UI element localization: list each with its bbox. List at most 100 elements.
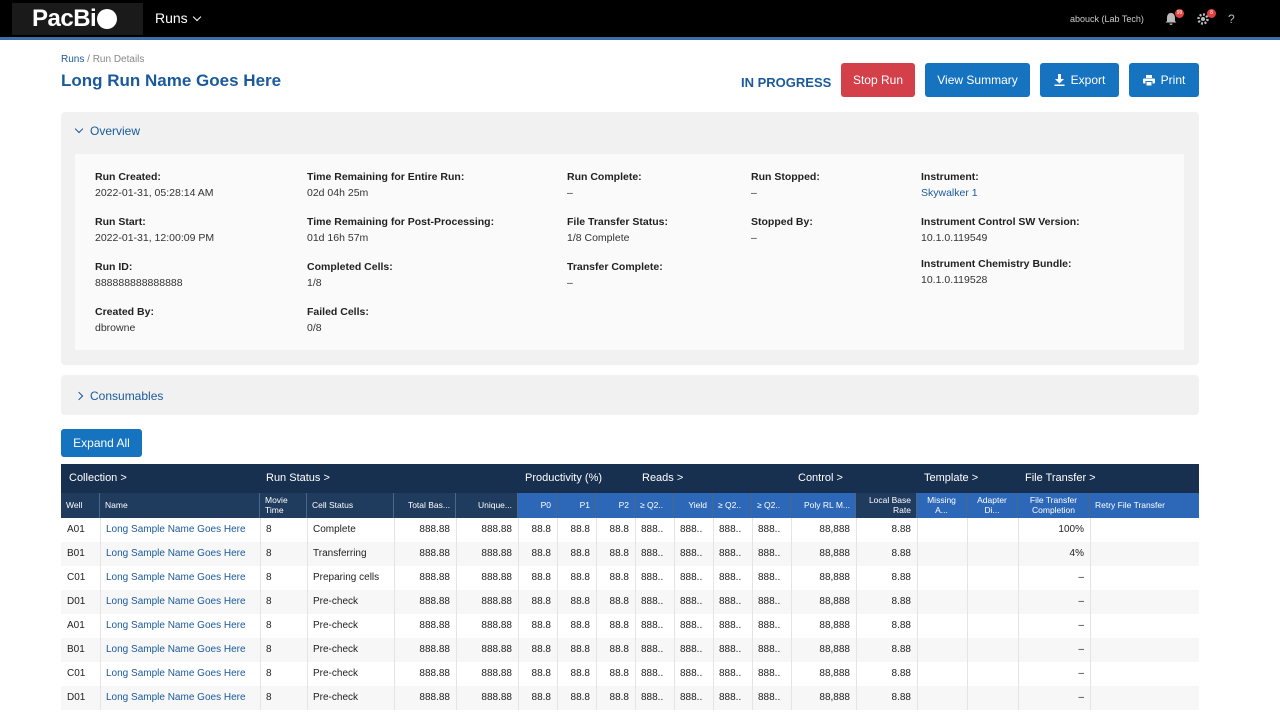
cell-total-bases: 888.88: [419, 572, 450, 583]
stop-run-button[interactable]: Stop Run: [841, 63, 915, 97]
pacbio-logo[interactable]: PacBi: [12, 3, 143, 35]
cell-unique: 888.88: [481, 644, 512, 655]
gear-icon[interactable]: 8: [1196, 9, 1216, 26]
group-template[interactable]: Template >: [924, 472, 979, 484]
group-control[interactable]: Control >: [798, 472, 843, 484]
runs-menu[interactable]: Runs: [155, 10, 201, 26]
cell-adapter-dimer: [967, 590, 1018, 614]
cell-poly-rl: 88,888: [819, 524, 850, 535]
print-button[interactable]: Print: [1129, 63, 1199, 97]
col-name[interactable]: Name: [100, 493, 260, 518]
cell-unique: 888.88: [481, 524, 512, 535]
cell-local-base-rate: 8.88: [891, 668, 911, 679]
group-reads[interactable]: Reads >: [642, 472, 684, 484]
cell-sample-name-link[interactable]: Long Sample Name Goes Here: [106, 644, 246, 655]
group-file-transfer[interactable]: File Transfer >: [1025, 472, 1096, 484]
table-row[interactable]: B01 Long Sample Name Goes Here 8 Pre-check 8…: [61, 638, 1199, 662]
cell-q20-b: 888..: [719, 572, 742, 583]
cell-sample-name-link[interactable]: Long Sample Name Goes Here: [106, 596, 246, 607]
cell-sample-name-link[interactable]: Long Sample Name Goes Here: [106, 620, 246, 631]
column-divider: [456, 542, 457, 566]
user-name[interactable]: abouck (Lab Tech): [1070, 14, 1144, 24]
column-divider: [674, 638, 675, 662]
overview-details: Run Created: 2022-01-31, 05:28:14 AM Run …: [75, 154, 1184, 350]
cell-retry-file-transfer: [1090, 590, 1199, 614]
column-divider: [635, 542, 636, 566]
stopped-by-field: Stopped By: –: [751, 216, 813, 244]
chevron-right-icon: [74, 391, 84, 401]
cell-p1: 88.8: [570, 620, 590, 631]
col-movie-time[interactable]: Movie Time: [260, 493, 307, 518]
bell-icon[interactable]: 99: [1164, 9, 1184, 26]
col-missing-adapter[interactable]: Missing A...: [917, 493, 967, 518]
col-total-bases[interactable]: Total Bas...: [394, 493, 456, 518]
col-p1[interactable]: P1: [557, 493, 596, 518]
cell-file-transfer-completion: –: [1078, 692, 1084, 703]
col-yield[interactable]: Yield: [674, 493, 713, 518]
breadcrumb-runs-link[interactable]: Runs: [61, 54, 85, 65]
cell-q20-c: 888..: [758, 620, 781, 631]
table-row[interactable]: C01 Long Sample Name Goes Here 8 Pre-check 8…: [61, 662, 1199, 686]
cell-local-base-rate: 8.88: [891, 548, 911, 559]
column-divider: [260, 542, 261, 566]
table-row[interactable]: D01 Long Sample Name Goes Here 8 Pre-check 8…: [61, 590, 1199, 614]
column-divider: [856, 686, 857, 710]
col-well[interactable]: Well: [61, 493, 100, 518]
cell-p0: 88.8: [531, 668, 551, 679]
column-divider: [967, 686, 968, 710]
cell-file-transfer-completion: –: [1078, 572, 1084, 583]
run-created-field: Run Created: 2022-01-31, 05:28:14 AM: [95, 171, 214, 199]
col-local-base-rate[interactable]: Local Base Rate: [856, 493, 917, 518]
table-row[interactable]: D01 Long Sample Name Goes Here 8 Pre-check 8…: [61, 686, 1199, 710]
cell-file-transfer-completion: 100%: [1058, 524, 1084, 535]
table-row[interactable]: B01 Long Sample Name Goes Here 8 Transferri…: [61, 542, 1199, 566]
column-divider: [791, 518, 792, 542]
column-divider: [752, 518, 753, 542]
cell-local-base-rate: 8.88: [891, 620, 911, 631]
cell-sample-name-link[interactable]: Long Sample Name Goes Here: [106, 572, 246, 583]
column-divider: [917, 638, 918, 662]
logo-o-mark: [97, 9, 118, 29]
cell-p1: 88.8: [570, 548, 590, 559]
instrument-link[interactable]: Skywalker 1: [921, 187, 978, 199]
help-icon[interactable]: ?: [1228, 12, 1235, 26]
col-q20-a[interactable]: ≥ Q2..: [635, 493, 674, 518]
export-label: Export: [1070, 73, 1106, 87]
group-run-status[interactable]: Run Status >: [266, 472, 330, 484]
column-divider: [752, 542, 753, 566]
table-row[interactable]: C01 Long Sample Name Goes Here 8 Preparing …: [61, 566, 1199, 590]
col-cell-status[interactable]: Cell Status: [307, 493, 394, 518]
col-p0[interactable]: P0: [518, 493, 557, 518]
col-file-transfer-completion[interactable]: File Transfer Completion: [1018, 493, 1090, 518]
table-row[interactable]: A01 Long Sample Name Goes Here 8 Pre-check 8…: [61, 614, 1199, 638]
consumables-toggle[interactable]: Consumables: [74, 389, 163, 403]
cell-retry-file-transfer: [1090, 638, 1199, 662]
table-row[interactable]: A01 Long Sample Name Goes Here 8 Complete 88…: [61, 518, 1199, 542]
cell-missing-adapter: [917, 518, 967, 542]
col-q20-c[interactable]: ≥ Q2..: [752, 493, 791, 518]
overview-toggle[interactable]: Overview: [74, 124, 140, 138]
cell-sample-name-link[interactable]: Long Sample Name Goes Here: [106, 524, 246, 535]
cell-well: C01: [67, 668, 86, 679]
col-adapter-dimer[interactable]: Adapter Di...: [967, 493, 1018, 518]
col-poly-rl[interactable]: Poly RL M...: [791, 493, 856, 518]
view-summary-button[interactable]: View Summary: [925, 63, 1030, 97]
cell-poly-rl: 88,888: [819, 572, 850, 583]
expand-all-button[interactable]: Expand All: [61, 429, 142, 457]
cell-sample-name-link[interactable]: Long Sample Name Goes Here: [106, 548, 246, 559]
group-collection[interactable]: Collection >: [69, 472, 127, 484]
cell-sample-name-link[interactable]: Long Sample Name Goes Here: [106, 668, 246, 679]
col-p2[interactable]: P2: [596, 493, 635, 518]
col-unique[interactable]: Unique...: [456, 493, 518, 518]
export-button[interactable]: Export: [1040, 63, 1119, 97]
col-retry-file-transfer[interactable]: Retry File Transfer: [1090, 493, 1199, 518]
column-divider: [596, 638, 597, 662]
cell-sample-name-link[interactable]: Long Sample Name Goes Here: [106, 692, 246, 703]
cell-file-transfer-completion: –: [1078, 596, 1084, 607]
cell-adapter-dimer: [967, 662, 1018, 686]
cell-q20-a: 888..: [641, 668, 664, 679]
time-remaining-entire-field: Time Remaining for Entire Run: 02d 04h 25…: [307, 171, 464, 199]
col-q20-b[interactable]: ≥ Q2..: [713, 493, 752, 518]
column-divider: [307, 518, 308, 542]
cell-poly-rl: 88,888: [819, 644, 850, 655]
